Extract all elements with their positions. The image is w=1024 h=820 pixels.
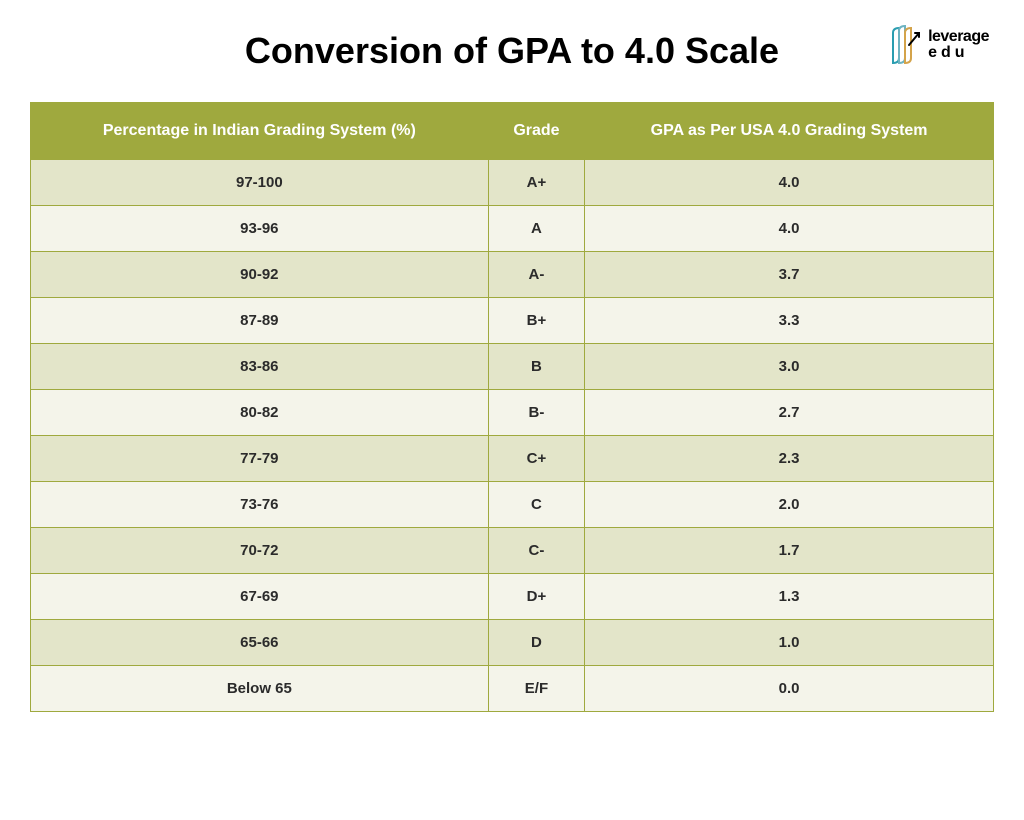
table-cell: 2.3 bbox=[585, 436, 994, 482]
table-row: 97-100A+4.0 bbox=[31, 160, 994, 206]
table-row: 87-89B+3.3 bbox=[31, 298, 994, 344]
table-cell: 83-86 bbox=[31, 344, 489, 390]
table-cell: 1.3 bbox=[585, 574, 994, 620]
table-cell: C+ bbox=[488, 436, 584, 482]
table-cell: 80-82 bbox=[31, 390, 489, 436]
table-cell: D+ bbox=[488, 574, 584, 620]
table-row: 73-76C2.0 bbox=[31, 482, 994, 528]
table-cell: 2.7 bbox=[585, 390, 994, 436]
table-cell: B bbox=[488, 344, 584, 390]
table-cell: A- bbox=[488, 252, 584, 298]
table-row: 80-82B-2.7 bbox=[31, 390, 994, 436]
table-row: 65-66D1.0 bbox=[31, 620, 994, 666]
table-cell: 3.0 bbox=[585, 344, 994, 390]
table-row: 77-79C+2.3 bbox=[31, 436, 994, 482]
table-cell: D bbox=[488, 620, 584, 666]
table-cell: 90-92 bbox=[31, 252, 489, 298]
logo: leverage edu bbox=[891, 25, 989, 65]
gpa-table-container: Percentage in Indian Grading System (%) … bbox=[30, 102, 994, 712]
column-grade: Grade bbox=[488, 103, 584, 160]
table-cell: 70-72 bbox=[31, 528, 489, 574]
table-cell: C- bbox=[488, 528, 584, 574]
header: Conversion of GPA to 4.0 Scale leverage … bbox=[30, 30, 994, 72]
table-cell: 97-100 bbox=[31, 160, 489, 206]
column-percentage: Percentage in Indian Grading System (%) bbox=[31, 103, 489, 160]
table-cell: E/F bbox=[488, 666, 584, 712]
column-gpa: GPA as Per USA 4.0 Grading System bbox=[585, 103, 994, 160]
table-row: 83-86B3.0 bbox=[31, 344, 994, 390]
table-cell: B- bbox=[488, 390, 584, 436]
table-row: 93-96A4.0 bbox=[31, 206, 994, 252]
table-row: 70-72C-1.7 bbox=[31, 528, 994, 574]
logo-line1: leverage bbox=[928, 29, 989, 45]
table-cell: 93-96 bbox=[31, 206, 489, 252]
table-cell: 3.7 bbox=[585, 252, 994, 298]
table-cell: A bbox=[488, 206, 584, 252]
table-cell: C bbox=[488, 482, 584, 528]
table-cell: A+ bbox=[488, 160, 584, 206]
logo-line2: edu bbox=[928, 45, 989, 61]
table-cell: 77-79 bbox=[31, 436, 489, 482]
table-cell: 67-69 bbox=[31, 574, 489, 620]
table-row: Below 65E/F0.0 bbox=[31, 666, 994, 712]
table-cell: 87-89 bbox=[31, 298, 489, 344]
table-cell: Below 65 bbox=[31, 666, 489, 712]
table-cell: 2.0 bbox=[585, 482, 994, 528]
gpa-conversion-table: Percentage in Indian Grading System (%) … bbox=[30, 102, 994, 712]
table-row: 90-92A-3.7 bbox=[31, 252, 994, 298]
table-cell: 1.7 bbox=[585, 528, 994, 574]
table-cell: 73-76 bbox=[31, 482, 489, 528]
table-cell: B+ bbox=[488, 298, 584, 344]
table-cell: 3.3 bbox=[585, 298, 994, 344]
table-cell: 65-66 bbox=[31, 620, 489, 666]
table-cell: 0.0 bbox=[585, 666, 994, 712]
table-cell: 1.0 bbox=[585, 620, 994, 666]
logo-text: leverage edu bbox=[928, 29, 989, 61]
table-cell: 4.0 bbox=[585, 160, 994, 206]
page-title: Conversion of GPA to 4.0 Scale bbox=[245, 30, 779, 72]
table-header-row: Percentage in Indian Grading System (%) … bbox=[31, 103, 994, 160]
logo-icon bbox=[891, 25, 923, 65]
table-row: 67-69D+1.3 bbox=[31, 574, 994, 620]
table-cell: 4.0 bbox=[585, 206, 994, 252]
